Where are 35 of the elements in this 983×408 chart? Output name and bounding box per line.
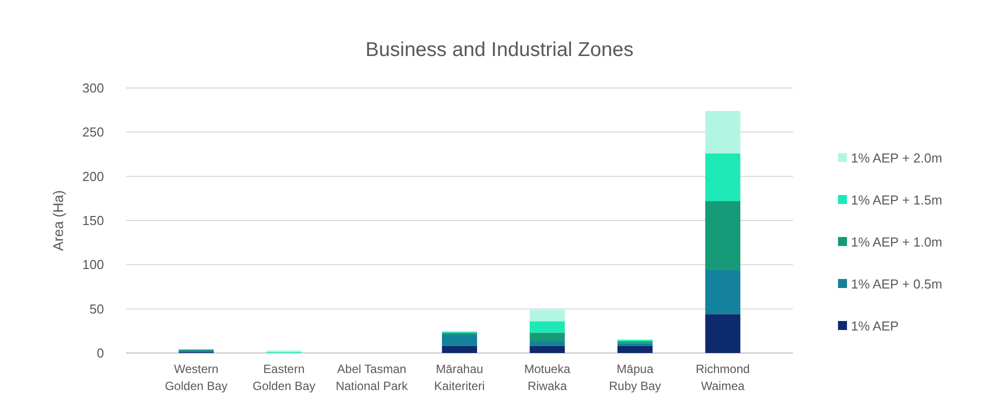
bar — [530, 310, 565, 322]
bar — [617, 343, 653, 346]
y-tick-label: 100 — [82, 257, 104, 272]
bar — [705, 201, 740, 270]
x-tick-label: Motueka Riwaka — [524, 362, 571, 393]
bar — [705, 110, 740, 154]
x-tick-label: Western Golden Bay — [164, 362, 228, 393]
x-tick-label: Richmond Waimea — [696, 362, 750, 393]
bar — [705, 270, 740, 314]
x-tick-label: Abel Tasman National Park — [336, 362, 409, 393]
bar — [442, 334, 478, 346]
bar — [705, 153, 740, 202]
legend-label: 1% AEP + 0.5m — [851, 276, 942, 292]
x-tick-label: Eastern Golden Bay — [252, 362, 316, 393]
bar — [530, 342, 565, 346]
y-tick-label: 50 — [90, 301, 104, 316]
x-tick-label: Māpua Ruby Bay — [609, 362, 662, 393]
bar — [442, 346, 478, 353]
bar — [530, 346, 565, 353]
y-tick-label: 0 — [96, 346, 104, 361]
y-tick-label: 300 — [82, 80, 104, 96]
x-tick-label: Mārahau Kaiteriteri — [434, 362, 485, 393]
legend-label: 1% AEP + 1.0m — [851, 234, 942, 250]
chart-title: Business and Industrial Zones — [366, 39, 634, 61]
y-tick-label: 150 — [82, 213, 104, 228]
bar — [617, 346, 653, 353]
legend-label: 1% AEP — [851, 318, 899, 334]
legend-label: 1% AEP + 2.0m — [851, 150, 942, 166]
bar — [530, 332, 565, 342]
y-tick-label: 250 — [82, 124, 104, 140]
y-axis-title: Area (Ha) — [50, 190, 66, 251]
bar — [705, 314, 740, 353]
legend-label: 1% AEP + 1.5m — [851, 192, 942, 208]
y-tick-label: 200 — [82, 168, 104, 184]
bar — [530, 321, 565, 333]
